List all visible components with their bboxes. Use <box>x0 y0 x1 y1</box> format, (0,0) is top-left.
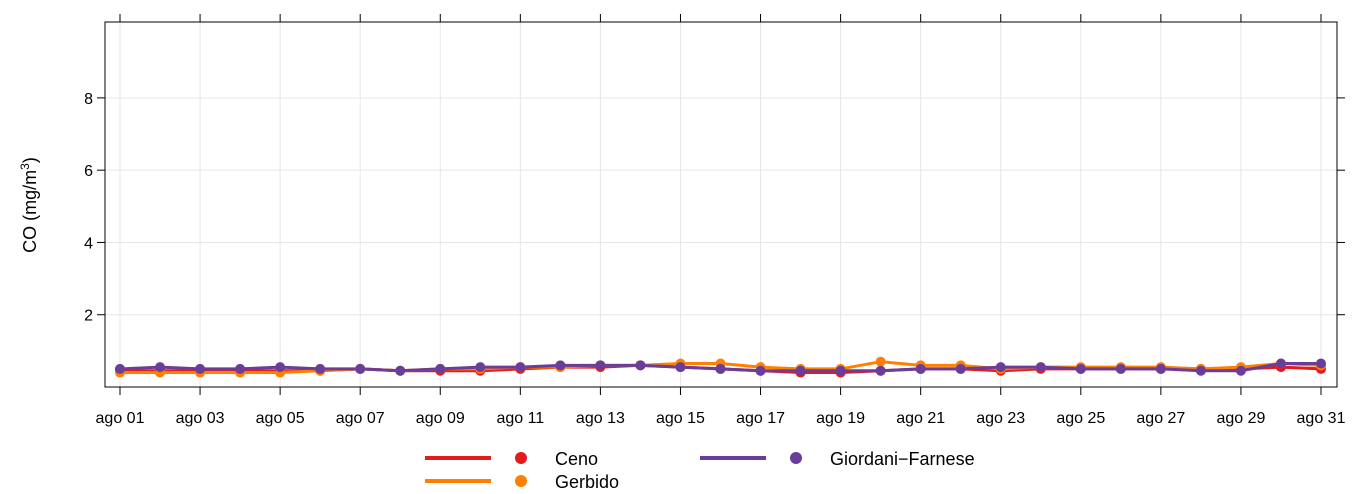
y-tick-label: 2 <box>84 308 93 325</box>
point <box>835 365 846 376</box>
point <box>315 363 326 374</box>
point <box>1235 365 1246 376</box>
x-tick-label: ago 25 <box>1056 410 1105 427</box>
point <box>395 365 406 376</box>
point <box>795 365 806 376</box>
point <box>195 363 206 374</box>
x-tick-label: ago 17 <box>736 410 785 427</box>
point <box>755 365 766 376</box>
x-tick-label: ago 01 <box>96 410 145 427</box>
x-tick-label: ago 29 <box>1216 410 1265 427</box>
x-tick-label: ago 21 <box>896 410 945 427</box>
point <box>355 363 366 374</box>
y-label-end: ) <box>20 157 40 163</box>
y-label-sup: 3 <box>18 163 32 170</box>
point <box>1275 358 1286 369</box>
plot-frame <box>104 21 1338 388</box>
y-tick-label: 6 <box>84 163 93 180</box>
point <box>1035 362 1046 373</box>
point <box>235 363 246 374</box>
point <box>1316 358 1326 369</box>
legend-label: Ceno <box>555 449 598 469</box>
legend-label: Giordani−Farnese <box>830 449 975 469</box>
point <box>995 362 1006 373</box>
y-tick-label: 8 <box>84 91 93 108</box>
x-tick-label: ago 09 <box>416 410 465 427</box>
point <box>1195 365 1206 376</box>
point <box>875 365 886 376</box>
point <box>515 362 526 373</box>
y-tick-label: 4 <box>84 235 93 252</box>
x-tick-label: ago 27 <box>1136 410 1185 427</box>
point <box>715 363 726 374</box>
point <box>915 363 926 374</box>
point <box>1075 363 1086 374</box>
x-tick-label: ago 03 <box>176 410 225 427</box>
point <box>475 362 486 373</box>
point <box>1155 363 1166 374</box>
legend-label: Gerbido <box>555 472 619 489</box>
point <box>115 363 125 374</box>
point <box>635 360 646 371</box>
legend-marker <box>515 452 527 464</box>
point <box>955 363 966 374</box>
y-label-text: CO (mg/m <box>20 170 40 253</box>
x-tick-label: ago 31 <box>1297 410 1346 427</box>
point <box>595 360 606 371</box>
point <box>1115 363 1126 374</box>
point <box>675 362 686 373</box>
point <box>435 363 446 374</box>
legend-marker <box>515 475 527 487</box>
x-tick-label: ago 07 <box>336 410 385 427</box>
x-tick-label: ago 11 <box>496 410 544 427</box>
legend-marker <box>790 452 802 464</box>
point <box>275 362 286 373</box>
x-tick-label: ago 15 <box>656 410 705 427</box>
point <box>875 356 886 367</box>
x-tick-label: ago 05 <box>256 410 305 427</box>
x-tick-label: ago 19 <box>816 410 865 427</box>
point <box>155 362 166 373</box>
x-tick-label: ago 23 <box>976 410 1025 427</box>
point <box>555 360 566 371</box>
y-axis-label: CO (mg/m3) <box>18 157 40 253</box>
x-tick-label: ago 13 <box>576 410 625 427</box>
